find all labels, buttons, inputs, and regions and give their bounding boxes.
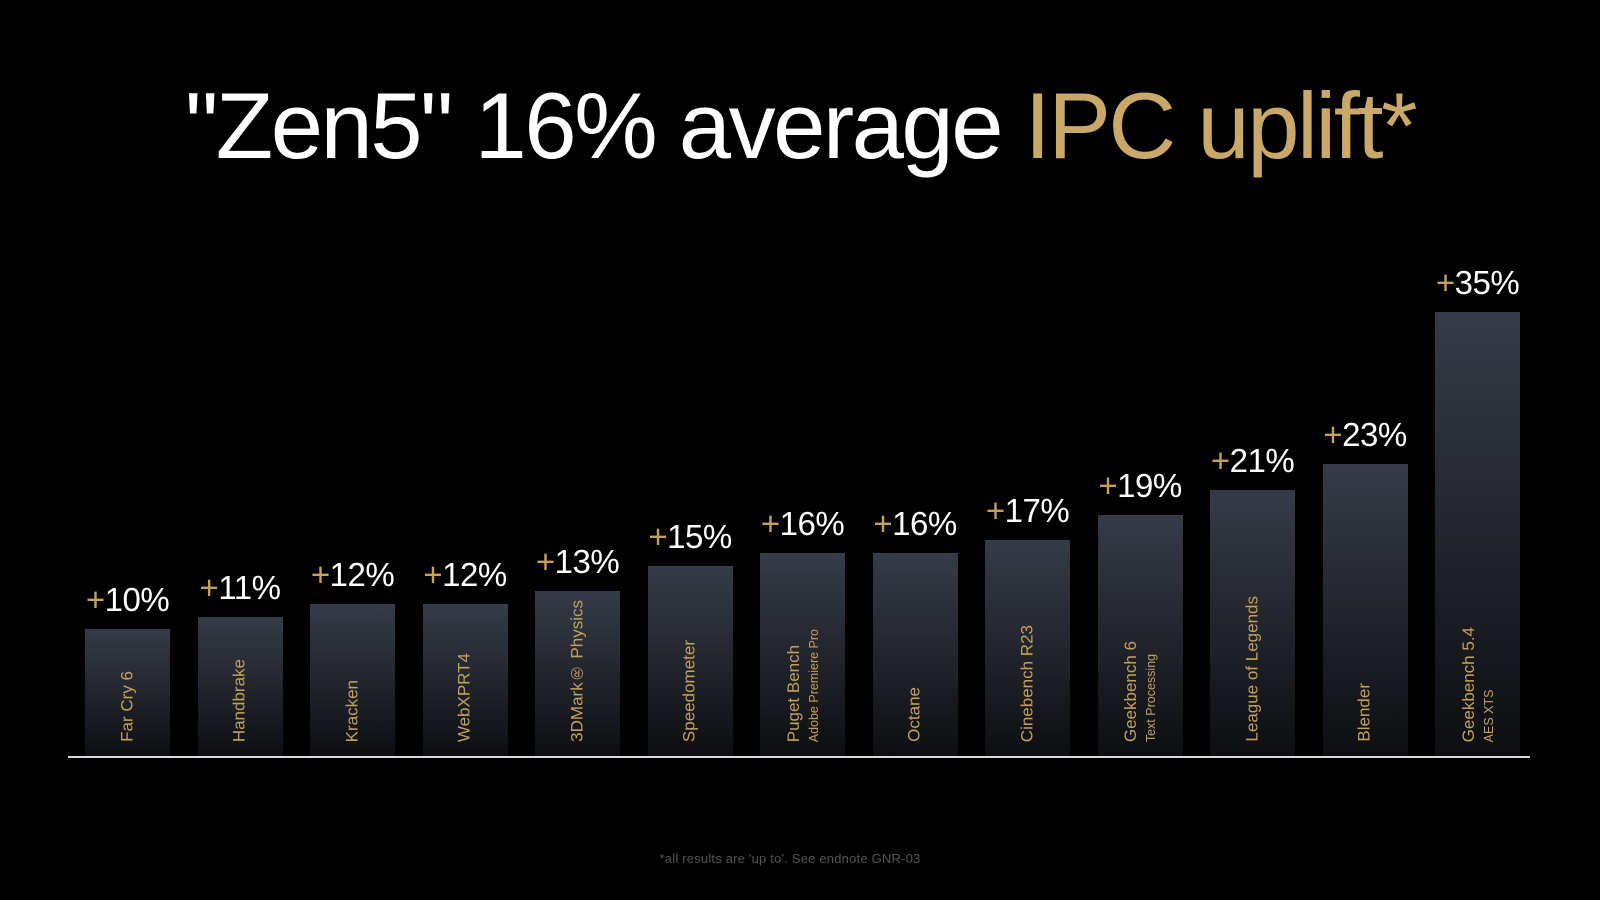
plus-sign: + xyxy=(1098,467,1118,504)
bar-value-label: +12% xyxy=(310,556,395,593)
category-subname: Adobe Premiere Pro xyxy=(806,628,821,742)
bar: Geekbench 5.4 AES XTS xyxy=(1435,312,1520,756)
bar: 3DMark® Physics xyxy=(535,591,620,756)
category-name: Octane xyxy=(904,687,924,742)
bar-category-label: Far Cry 6 xyxy=(116,671,139,742)
bar-value-label: +19% xyxy=(1098,467,1182,504)
category-name: 3DMark® Physics xyxy=(567,600,587,742)
bar: Cinebench R23 xyxy=(985,540,1070,756)
footnote: *all results are 'up to'. See endnote GN… xyxy=(659,851,921,866)
bar: League of Legends xyxy=(1210,490,1295,756)
bar-category-label: Blender xyxy=(1354,683,1377,742)
bar-category-label: Speedometer xyxy=(679,640,702,742)
bar-category-label: Handbrake xyxy=(229,659,252,742)
value-text: 10% xyxy=(104,581,170,618)
bar-value-label: +23% xyxy=(1323,416,1407,453)
plus-sign: + xyxy=(873,505,893,542)
category-name: Blender xyxy=(1354,683,1374,742)
bar: Far Cry 6 xyxy=(85,629,170,756)
value-text: 35% xyxy=(1454,264,1520,301)
bar: Blender xyxy=(1322,464,1408,756)
page-title: "Zen5" 16% average IPC uplift* xyxy=(0,72,1600,180)
plus-sign: + xyxy=(1210,442,1230,479)
category-name: Speedometer xyxy=(679,639,699,742)
plus-sign: + xyxy=(85,581,105,618)
value-text: 11% xyxy=(218,569,281,606)
bar-value-label: +11% xyxy=(200,571,281,604)
bar-value-label: +10% xyxy=(85,581,170,618)
bar: Kracken xyxy=(310,604,395,756)
bar-value-label: +16% xyxy=(760,505,845,542)
category-subname: Text Processing xyxy=(1144,653,1159,742)
bar: Handbrake xyxy=(197,617,283,756)
category-name: Far Cry 6 xyxy=(117,671,137,742)
value-text: 12% xyxy=(329,556,395,593)
bar-category-label: Puget Bench Adobe Premiere Pro xyxy=(783,629,823,742)
x-axis-baseline xyxy=(68,756,1530,758)
plus-sign: + xyxy=(535,543,555,580)
value-text: 21% xyxy=(1229,442,1295,479)
value-text: 17% xyxy=(1004,492,1070,529)
category-name: League of Legends xyxy=(1242,596,1262,742)
value-text: 23% xyxy=(1342,416,1407,453)
bar-value-label: +35% xyxy=(1435,264,1520,301)
value-text: 13% xyxy=(554,543,620,580)
plus-sign: + xyxy=(199,569,219,606)
bar: Octane xyxy=(872,553,958,756)
value-text: 16% xyxy=(779,505,845,542)
title-white-text: "Zen5" 16% average xyxy=(184,73,1025,178)
value-text: 12% xyxy=(442,556,507,593)
bar-value-label: +21% xyxy=(1210,442,1295,479)
bar-category-label: Kracken xyxy=(341,680,364,742)
category-name: Puget Bench xyxy=(783,644,803,742)
bar: Geekbench 6 Text Processing xyxy=(1097,515,1183,756)
value-text: 19% xyxy=(1117,467,1182,504)
value-text: 16% xyxy=(892,505,957,542)
bar-value-label: +15% xyxy=(648,518,732,555)
category-name: WebXPRT4 xyxy=(454,652,474,742)
plus-sign: + xyxy=(310,556,330,593)
bar: Speedometer xyxy=(647,566,733,756)
bar-category-label: WebXPRT4 xyxy=(454,653,477,742)
bar: Puget Bench Adobe Premiere Pro xyxy=(760,553,845,756)
bar-category-label: League of Legends xyxy=(1241,596,1264,742)
plus-sign: + xyxy=(423,556,443,593)
plus-sign: + xyxy=(1323,416,1343,453)
bar: WebXPRT4 xyxy=(422,604,508,756)
bar-value-label: +13% xyxy=(535,543,620,580)
category-name: Geekbench 6 xyxy=(1121,640,1141,742)
bar-category-label: Octane xyxy=(904,687,927,742)
category-subname: AES XTS xyxy=(1481,689,1496,742)
bar-category-label: Geekbench 5.4 AES XTS xyxy=(1458,627,1498,742)
plus-sign: + xyxy=(648,518,668,555)
category-name: Geekbench 5.4 xyxy=(1458,626,1478,742)
value-text: 15% xyxy=(667,518,732,555)
bar-value-label: +17% xyxy=(985,492,1070,529)
title-gold-text: IPC uplift* xyxy=(1024,73,1418,178)
category-name: Kracken xyxy=(342,679,362,742)
category-name: Handbrake xyxy=(229,658,249,742)
plus-sign: + xyxy=(760,505,780,542)
bar-category-label: 3DMark® Physics xyxy=(566,600,589,742)
bar-category-label: Geekbench 6 Text Processing xyxy=(1120,641,1160,742)
bar-category-label: Cinebench R23 xyxy=(1016,625,1039,742)
plus-sign: + xyxy=(1435,264,1455,301)
bar-value-label: +12% xyxy=(423,556,507,593)
plus-sign: + xyxy=(985,492,1005,529)
bar-value-label: +16% xyxy=(873,505,957,542)
category-name: Cinebench R23 xyxy=(1017,624,1037,742)
